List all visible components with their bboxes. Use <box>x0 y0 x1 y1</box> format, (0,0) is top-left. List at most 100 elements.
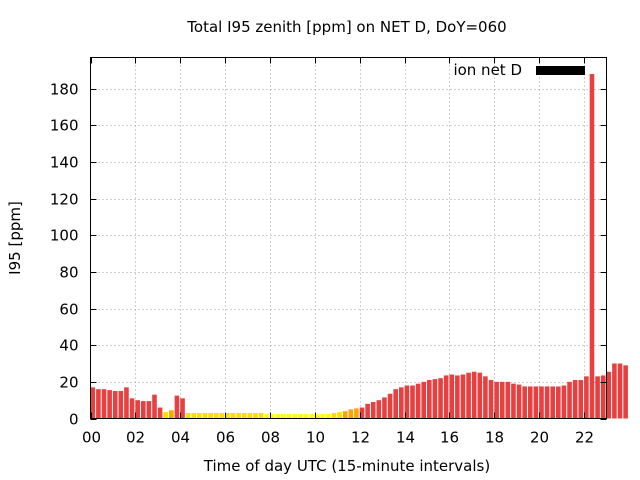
x-tick-label: 12 <box>351 429 370 447</box>
y-tick-label: 140 <box>50 154 79 172</box>
y-ticks: 0 20 40 60 80 100 120 140 160 180 <box>50 81 607 429</box>
y-tick-label: 180 <box>50 81 79 99</box>
bar <box>281 413 286 419</box>
bar <box>365 403 370 419</box>
bar <box>96 389 101 419</box>
x-tick-label: 10 <box>306 429 325 447</box>
x-tick-label: 06 <box>216 429 235 447</box>
bar <box>219 413 225 419</box>
x-tick-label: 02 <box>126 429 145 447</box>
bar <box>140 401 146 419</box>
bar <box>561 385 567 419</box>
bar <box>112 391 118 419</box>
legend-label: ion net D <box>453 61 522 79</box>
bar <box>443 375 449 419</box>
bar <box>359 407 365 419</box>
bar <box>298 413 303 419</box>
bar <box>152 394 157 419</box>
x-tick-label: 22 <box>575 429 594 447</box>
bar <box>427 380 432 419</box>
bar <box>600 375 606 419</box>
bar <box>320 413 326 419</box>
bar <box>398 387 404 419</box>
bar <box>264 413 269 419</box>
bar <box>455 375 460 419</box>
chart-title: Total I95 zenith [ppm] on NET D, DoY=060 <box>186 18 506 36</box>
bar <box>337 412 342 419</box>
bar <box>421 381 427 419</box>
bar <box>511 383 516 419</box>
bar <box>612 363 617 419</box>
bar <box>589 73 595 419</box>
bar <box>499 381 505 419</box>
bar <box>213 413 219 419</box>
bar <box>202 413 208 419</box>
bar <box>494 381 499 419</box>
bar <box>135 400 140 419</box>
bar <box>129 398 135 419</box>
x-tick-label: 16 <box>440 429 459 447</box>
y-tick-label: 120 <box>50 191 79 209</box>
y-axis-label: I95 [ppm] <box>6 201 24 275</box>
bar <box>578 380 584 419</box>
bar <box>376 400 382 419</box>
bar <box>241 413 247 419</box>
bar <box>309 413 314 419</box>
bar <box>471 371 477 419</box>
x-tick-label: 00 <box>82 429 101 447</box>
bar <box>567 381 572 419</box>
bar <box>101 389 107 419</box>
bar <box>483 376 488 419</box>
bar <box>275 413 281 419</box>
bar <box>331 413 337 419</box>
x-axis-label: Time of day UTC (15-minute intervals) <box>203 457 490 475</box>
legend-swatch <box>536 66 585 75</box>
bar <box>477 372 483 419</box>
bar <box>387 393 393 419</box>
bar <box>544 386 550 419</box>
bar <box>533 386 539 419</box>
bar <box>169 410 174 419</box>
x-tick-label: 14 <box>396 429 415 447</box>
bar <box>404 385 410 419</box>
y-tick-label: 20 <box>59 374 78 392</box>
bar <box>342 411 348 419</box>
bar <box>617 363 623 419</box>
bar <box>584 376 589 419</box>
bar <box>550 386 556 419</box>
grid <box>90 57 607 419</box>
bar <box>174 395 180 419</box>
bar <box>90 387 96 419</box>
bar <box>230 413 236 419</box>
y-tick-label: 160 <box>50 117 79 135</box>
x-tick-label: 18 <box>485 429 504 447</box>
bar <box>393 389 398 419</box>
y-tick-label: 40 <box>59 337 78 355</box>
bar <box>438 378 443 419</box>
bar <box>539 386 544 419</box>
bar <box>286 413 292 419</box>
bar <box>118 391 124 419</box>
plot-frame <box>90 57 607 419</box>
bar <box>247 413 253 419</box>
y-tick-label: 100 <box>50 227 79 245</box>
bar <box>292 413 298 419</box>
y-tick-label: 60 <box>59 301 78 319</box>
bar <box>236 413 241 419</box>
bar <box>522 386 527 419</box>
bar <box>370 402 376 419</box>
bar <box>449 374 455 419</box>
bar <box>516 384 522 419</box>
bar <box>124 387 129 419</box>
bars <box>90 73 628 419</box>
bar <box>606 371 612 419</box>
bar <box>303 413 309 419</box>
x-ticks: 00 02 04 06 08 10 12 14 16 18 20 22 <box>82 57 594 447</box>
bar <box>269 413 275 419</box>
bar <box>488 380 494 419</box>
bar <box>163 412 169 419</box>
x-tick-label: 04 <box>171 429 190 447</box>
bar <box>208 413 213 419</box>
bar <box>180 398 185 419</box>
